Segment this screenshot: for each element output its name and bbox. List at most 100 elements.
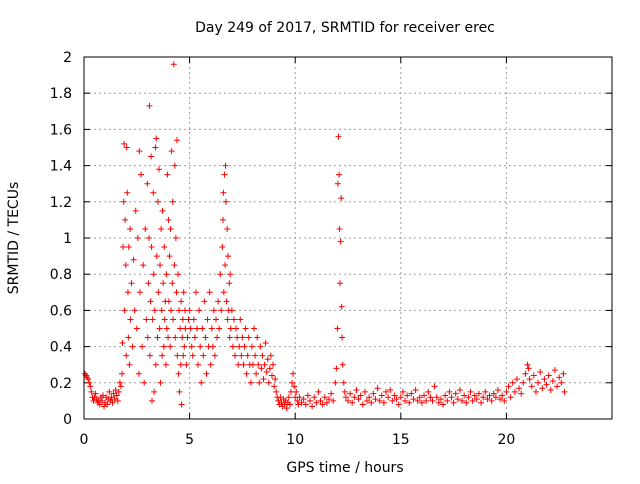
data-point: [488, 397, 495, 404]
data-point: [157, 262, 164, 269]
data-point: [319, 401, 326, 408]
data-point: [221, 171, 228, 178]
data-point: [516, 385, 523, 392]
data-point: [281, 401, 288, 408]
data-point: [298, 399, 305, 406]
data-point: [336, 280, 343, 287]
data-point: [112, 387, 119, 394]
data-point: [155, 289, 162, 296]
data-point: [176, 388, 183, 395]
data-point: [219, 244, 226, 251]
data-point: [535, 379, 542, 386]
data-point: [334, 325, 341, 332]
data-point: [503, 388, 510, 395]
data-point: [268, 372, 275, 379]
data-point: [339, 334, 346, 341]
data-point: [306, 397, 313, 404]
data-point: [152, 361, 159, 368]
data-point: [431, 383, 438, 390]
data-point: [338, 195, 345, 202]
tick-labels: 00.20.40.60.811.21.41.61.820 5 10 15 20: [50, 50, 516, 448]
data-point: [190, 316, 197, 323]
data-point: [391, 392, 398, 399]
data-point: [463, 399, 470, 406]
data-point: [211, 352, 218, 359]
data-point: [85, 376, 92, 383]
data-point: [121, 140, 128, 147]
data-point: [507, 394, 514, 401]
data-point: [167, 225, 174, 232]
data-point: [541, 376, 548, 383]
data-point: [138, 171, 145, 178]
data-point: [522, 370, 529, 377]
data-point: [110, 390, 117, 397]
data-point: [295, 401, 302, 408]
data-point: [164, 171, 171, 178]
data-point: [302, 401, 309, 408]
data-point: [155, 166, 162, 173]
data-point: [136, 148, 143, 155]
data-point: [351, 394, 358, 401]
data-point: [163, 271, 170, 278]
data-point: [383, 388, 390, 395]
data-point: [165, 298, 172, 305]
y-tick-label: 1: [63, 231, 72, 247]
data-point: [192, 289, 199, 296]
data-point: [210, 307, 217, 314]
data-point: [366, 394, 373, 401]
data-point: [549, 377, 556, 384]
data-point: [146, 235, 153, 241]
data-point: [133, 325, 140, 332]
data-point: [151, 388, 158, 395]
data-point: [412, 387, 419, 394]
data-point: [157, 379, 164, 386]
data-point: [178, 401, 185, 408]
data-point: [98, 397, 105, 404]
data-point: [332, 379, 339, 386]
data-point: [166, 253, 173, 260]
data-point: [143, 316, 150, 323]
data-point: [218, 307, 225, 314]
data-point: [253, 370, 260, 377]
data-point: [233, 325, 240, 332]
data-point: [146, 352, 153, 359]
data-point: [251, 325, 258, 332]
y-tick-label: 1.6: [50, 122, 72, 138]
data-point: [513, 376, 520, 383]
data-point: [148, 244, 155, 251]
data-point: [114, 397, 121, 404]
data-point: [142, 225, 149, 232]
data-point: [104, 401, 111, 408]
data-point: [395, 401, 402, 408]
data-point: [494, 387, 501, 394]
data-point: [505, 383, 512, 390]
data-point: [475, 390, 482, 397]
data-point: [461, 392, 468, 399]
data-point: [258, 365, 265, 372]
data-point: [144, 180, 151, 187]
data-point: [220, 189, 227, 196]
data-point: [397, 394, 404, 401]
data-point: [129, 343, 136, 350]
data-point: [296, 394, 303, 401]
data-point: [149, 397, 156, 404]
data-point: [471, 392, 478, 399]
data-point: [183, 361, 190, 368]
data-point: [123, 352, 130, 359]
data-point: [237, 316, 244, 323]
data-point: [120, 244, 127, 251]
data-point: [227, 325, 234, 332]
data-point: [440, 401, 447, 408]
data-point: [153, 253, 160, 260]
data-point: [399, 388, 406, 395]
data-point: [300, 396, 307, 403]
data-point: [227, 271, 234, 278]
grid-lines: [84, 57, 612, 419]
data-point: [520, 379, 527, 386]
data-point: [499, 392, 506, 399]
data-point: [239, 334, 246, 341]
data-point: [185, 316, 192, 323]
data-point: [526, 376, 533, 383]
data-point: [229, 343, 236, 350]
data-point: [278, 399, 285, 406]
